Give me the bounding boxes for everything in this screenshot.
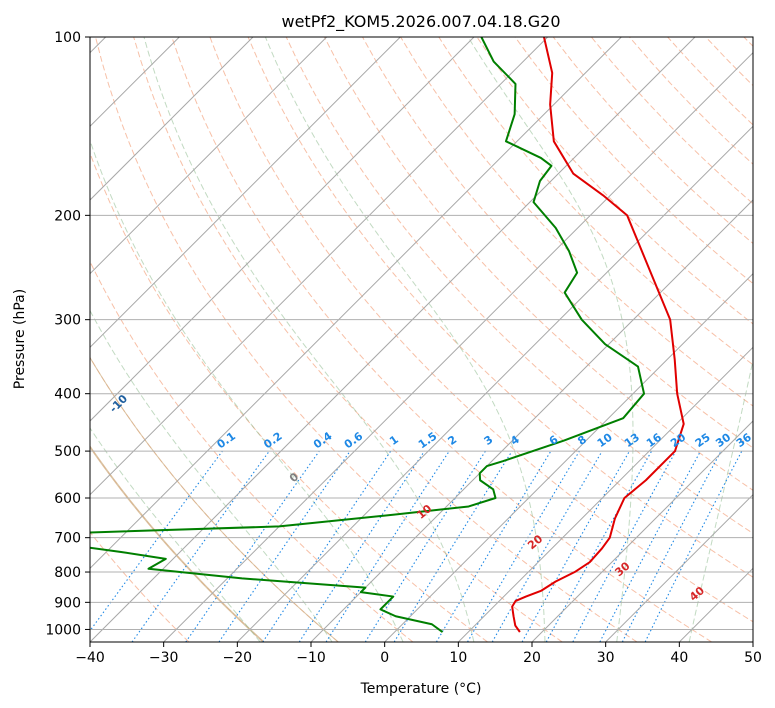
mixing-ratio-line xyxy=(218,450,351,642)
dewpoint-profile-line xyxy=(90,37,646,633)
dry-adiabat xyxy=(171,37,713,642)
x-tick-label: 40 xyxy=(670,650,688,666)
plot-frame xyxy=(89,36,754,643)
isotherm-line xyxy=(531,420,753,642)
x-tick-label: 0 xyxy=(380,650,389,666)
x-tick-label: −40 xyxy=(75,650,105,666)
dry-adiabat xyxy=(95,37,563,642)
moist-adiabat xyxy=(90,427,261,642)
y-tick-label: 500 xyxy=(54,444,81,460)
y-axis-title: Pressure (hPa) xyxy=(12,289,28,389)
mixing-ratio-line xyxy=(325,450,450,642)
dry-adiabat xyxy=(514,37,753,285)
mixing-ratio-line xyxy=(185,450,320,642)
mixing-ratio-line xyxy=(644,450,743,642)
isotherms xyxy=(90,37,753,642)
moist-adiabat xyxy=(688,357,753,642)
dry-adiabat xyxy=(90,356,339,642)
mixing-ratio-line xyxy=(393,450,513,642)
y-tick-label: 400 xyxy=(54,387,81,403)
mixing-ratio-line xyxy=(298,450,425,642)
dry-adiabat xyxy=(90,151,488,642)
isotherm-line xyxy=(310,199,753,642)
isotherm-line xyxy=(90,37,696,642)
isotherm-line xyxy=(90,37,622,570)
isotherm-line xyxy=(384,272,753,642)
isotherm-line xyxy=(90,37,549,496)
chart-title: wetPf2_KOM5.2026.007.04.18.G20 xyxy=(281,12,560,32)
isotherm-line xyxy=(90,37,475,422)
y-tick-label: 300 xyxy=(54,313,81,329)
mixing-ratio-lines xyxy=(90,450,743,642)
temperature-profile-line xyxy=(511,37,685,633)
x-tick-label: 20 xyxy=(523,650,541,666)
x-tick-label: 10 xyxy=(449,650,467,666)
x-axis-ticks: −40 −30 −20 −10 0 10 20 30 40 50 xyxy=(75,642,762,666)
mixing-ratio-line xyxy=(90,450,223,632)
x-tick-label: −10 xyxy=(296,650,326,666)
dry-adiabat xyxy=(285,37,753,534)
dry-adiabat xyxy=(90,531,190,642)
x-tick-label: 30 xyxy=(597,650,615,666)
dry-adiabat xyxy=(90,445,265,642)
dry-adiabat xyxy=(133,37,638,642)
isotherm-line xyxy=(90,37,401,349)
dry-adiabat xyxy=(362,37,753,449)
isotherm-line xyxy=(163,51,753,642)
y-axis-ticks: 100 200 300 400 500 600 700 800 900 1000 xyxy=(45,30,90,638)
isotherm-line xyxy=(236,125,753,642)
dry-adiabat xyxy=(209,37,753,623)
y-tick-label: 700 xyxy=(54,531,81,547)
isotherm-line xyxy=(90,37,328,275)
y-tick-label: 1000 xyxy=(45,622,81,638)
isotherm-line xyxy=(90,37,254,201)
moist-adiabat xyxy=(143,37,475,642)
mixing-ratio-line xyxy=(521,450,630,642)
x-tick-label: −20 xyxy=(223,650,253,666)
x-tick-label: −30 xyxy=(149,650,179,666)
dry-adiabat xyxy=(438,37,753,366)
y-tick-label: 200 xyxy=(54,208,81,224)
mixing-ratio-line xyxy=(572,450,677,642)
dry-adiabats xyxy=(90,37,753,642)
mixing-ratio-line xyxy=(262,450,392,642)
dry-adiabat xyxy=(400,37,753,407)
y-tick-label: 800 xyxy=(54,565,81,581)
x-axis-title: Temperature (°C) xyxy=(360,681,482,697)
isotherm-line xyxy=(457,346,753,642)
mixing-ratio-line xyxy=(131,450,270,642)
isotherm-line xyxy=(605,493,753,642)
isobars xyxy=(90,37,753,630)
y-tick-label: 600 xyxy=(54,491,81,507)
profile-series xyxy=(90,37,685,633)
moist-adiabat xyxy=(90,138,404,642)
x-tick-label: 50 xyxy=(744,650,762,666)
y-tick-label: 100 xyxy=(54,30,81,46)
y-tick-label: 900 xyxy=(54,595,81,611)
moist-adiabat xyxy=(264,37,546,642)
dry-adiabat xyxy=(247,37,753,578)
